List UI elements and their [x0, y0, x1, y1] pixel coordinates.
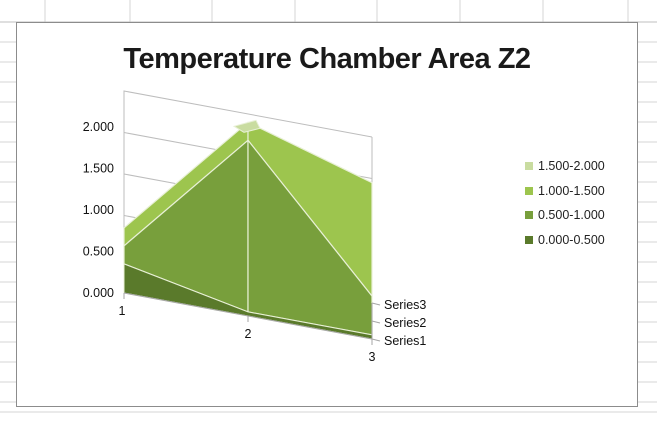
surface-plot: 0.000 0.500 1.000 1.500 2.000 1 2 3 Series1 Serie…	[83, 90, 427, 364]
legend-item: 1.500-2.000	[525, 154, 635, 179]
legend-label: 0.000-0.500	[538, 232, 605, 247]
legend-swatch	[525, 235, 533, 244]
chart-area[interactable]: 0.000 0.500 1.000 1.500 2.000 1 2 3 Series1 Serie…	[16, 22, 638, 407]
surface-mesh	[123, 119, 373, 340]
y-tick	[371, 302, 381, 306]
legend-item: 1.000-1.500	[525, 179, 635, 204]
chart-axes: 0.000 0.500 1.000 1.500 2.000 1 2 3 Series1 Serie…	[83, 120, 427, 364]
legend: 1.500-2.000 1.000-1.500 0.500-1.000 0.000-0…	[525, 154, 635, 252]
x-tick-label: 1	[119, 304, 126, 318]
z-tick-label: 1.500	[83, 162, 114, 176]
z-tick-label: 0.000	[83, 286, 114, 300]
chart-title: Temperature Chamber Area Z2	[123, 43, 531, 75]
legend-item: 0.500-1.000	[525, 203, 635, 228]
z-tick-label: 1.000	[83, 203, 114, 217]
y-tick-label: Series1	[384, 334, 426, 348]
y-tick	[371, 338, 381, 342]
y-tick	[371, 320, 381, 324]
legend-label: 1.000-1.500	[538, 183, 605, 198]
legend-label: 0.500-1.000	[538, 208, 605, 223]
x-tick-label: 3	[369, 350, 376, 364]
legend-swatch	[525, 186, 533, 195]
x-tick-label: 2	[245, 327, 252, 341]
y-tick-label: Series3	[384, 298, 426, 312]
legend-label: 1.500-2.000	[538, 159, 605, 174]
legend-item: 0.000-0.500	[525, 228, 635, 253]
z-tick-label: 0.500	[83, 245, 114, 259]
y-tick-label: Series2	[384, 316, 426, 330]
legend-swatch	[525, 211, 533, 220]
legend-swatch	[525, 162, 533, 171]
z-tick-label: 2.000	[83, 120, 114, 134]
surface-peak-band	[232, 119, 261, 133]
